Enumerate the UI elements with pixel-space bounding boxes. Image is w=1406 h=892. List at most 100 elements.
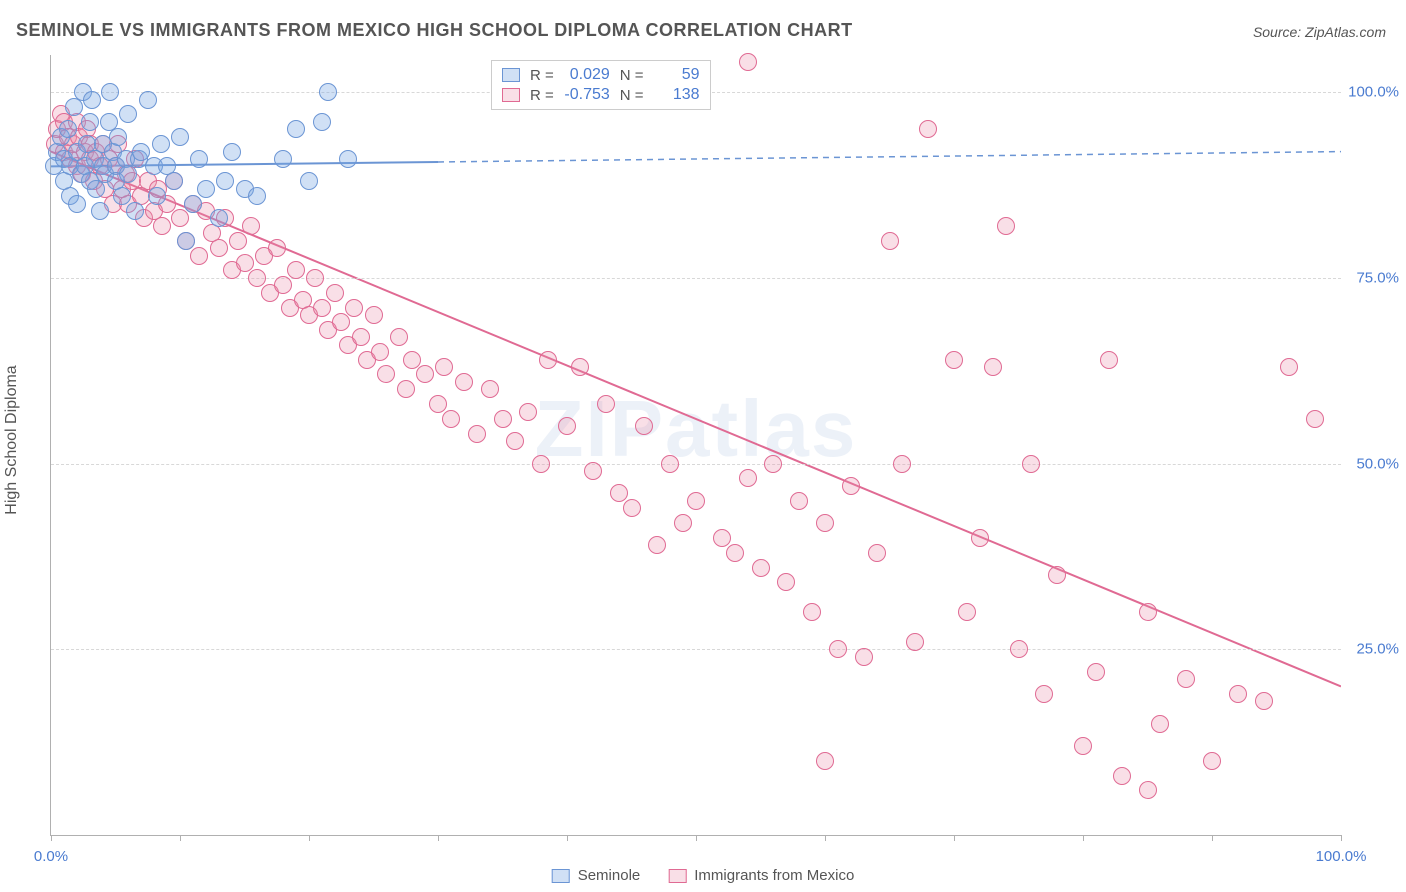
scatter-plot: ZIPatlas R = 0.029 N = 59 R = -0.753 N =… xyxy=(50,55,1341,836)
data-point xyxy=(1048,566,1066,584)
data-point xyxy=(148,187,166,205)
data-point xyxy=(119,165,137,183)
data-point xyxy=(1255,692,1273,710)
data-point xyxy=(371,343,389,361)
data-point xyxy=(377,365,395,383)
data-point xyxy=(332,313,350,331)
data-point xyxy=(300,172,318,190)
source-attribution: Source: ZipAtlas.com xyxy=(1253,24,1386,40)
data-point xyxy=(713,529,731,547)
data-point xyxy=(816,752,834,770)
x-tick-mark xyxy=(567,835,568,841)
x-tick-mark xyxy=(1341,835,1342,841)
data-point xyxy=(274,276,292,294)
data-point xyxy=(597,395,615,413)
source-prefix: Source: xyxy=(1253,24,1305,40)
data-point xyxy=(829,640,847,658)
bottom-legend: Seminole Immigrants from Mexico xyxy=(552,867,855,884)
watermark: ZIPatlas xyxy=(535,383,858,475)
data-point xyxy=(152,135,170,153)
data-point xyxy=(687,492,705,510)
data-point xyxy=(1280,358,1298,376)
data-point xyxy=(816,514,834,532)
x-tick-label: 100.0% xyxy=(1316,848,1367,865)
data-point xyxy=(313,113,331,131)
x-tick-mark xyxy=(696,835,697,841)
data-point xyxy=(1035,685,1053,703)
data-point xyxy=(113,187,131,205)
data-point xyxy=(494,410,512,428)
x-tick-mark xyxy=(1212,835,1213,841)
data-point xyxy=(91,202,109,220)
y-axis-label: High School Diploma xyxy=(3,365,21,514)
swatch-seminole xyxy=(552,869,570,883)
data-point xyxy=(803,603,821,621)
data-point xyxy=(648,536,666,554)
data-point xyxy=(109,128,127,146)
swatch-mexico xyxy=(668,869,686,883)
x-tick-mark xyxy=(309,835,310,841)
source-name: ZipAtlas.com xyxy=(1305,24,1386,40)
data-point xyxy=(468,425,486,443)
data-point xyxy=(906,633,924,651)
data-point xyxy=(868,544,886,562)
data-point xyxy=(365,306,383,324)
data-point xyxy=(119,105,137,123)
data-point xyxy=(790,492,808,510)
data-point xyxy=(397,380,415,398)
data-point xyxy=(390,328,408,346)
data-point xyxy=(726,544,744,562)
data-point xyxy=(223,143,241,161)
data-point xyxy=(584,462,602,480)
data-point xyxy=(674,514,692,532)
data-point xyxy=(326,284,344,302)
data-point xyxy=(1113,767,1131,785)
stats-row-seminole: R = 0.029 N = 59 xyxy=(502,65,700,85)
trend-lines xyxy=(51,55,1341,835)
data-point xyxy=(153,217,171,235)
data-point xyxy=(1203,752,1221,770)
legend-item-seminole: Seminole xyxy=(552,867,641,884)
data-point xyxy=(429,395,447,413)
data-point xyxy=(171,209,189,227)
data-point xyxy=(1151,715,1169,733)
x-tick-mark xyxy=(954,835,955,841)
data-point xyxy=(610,484,628,502)
data-point xyxy=(1022,455,1040,473)
swatch-mexico xyxy=(502,88,520,102)
stat-r-mexico: -0.753 xyxy=(560,86,610,104)
gridline-h xyxy=(51,278,1341,279)
data-point xyxy=(1010,640,1028,658)
data-point xyxy=(210,239,228,257)
data-point xyxy=(274,150,292,168)
data-point xyxy=(287,120,305,138)
data-point xyxy=(268,239,286,257)
data-point xyxy=(216,172,234,190)
data-point xyxy=(68,195,86,213)
data-point xyxy=(242,217,260,235)
data-point xyxy=(435,358,453,376)
swatch-seminole xyxy=(502,68,520,82)
data-point xyxy=(442,410,460,428)
data-point xyxy=(623,499,641,517)
data-point xyxy=(481,380,499,398)
data-point xyxy=(177,232,195,250)
data-point xyxy=(752,559,770,577)
stat-n-label: N = xyxy=(620,87,644,104)
y-tick-label: 25.0% xyxy=(1356,641,1399,658)
data-point xyxy=(558,417,576,435)
gridline-h xyxy=(51,649,1341,650)
data-point xyxy=(101,83,119,101)
data-point xyxy=(190,247,208,265)
trend-line xyxy=(438,152,1341,162)
data-point xyxy=(532,455,550,473)
data-point xyxy=(248,187,266,205)
x-tick-label: 0.0% xyxy=(34,848,68,865)
stat-n-mexico: 138 xyxy=(650,86,700,104)
data-point xyxy=(126,202,144,220)
data-point xyxy=(236,254,254,272)
legend-label-mexico: Immigrants from Mexico xyxy=(694,867,854,884)
x-tick-mark xyxy=(51,835,52,841)
stat-r-seminole: 0.029 xyxy=(560,66,610,84)
data-point xyxy=(1139,603,1157,621)
